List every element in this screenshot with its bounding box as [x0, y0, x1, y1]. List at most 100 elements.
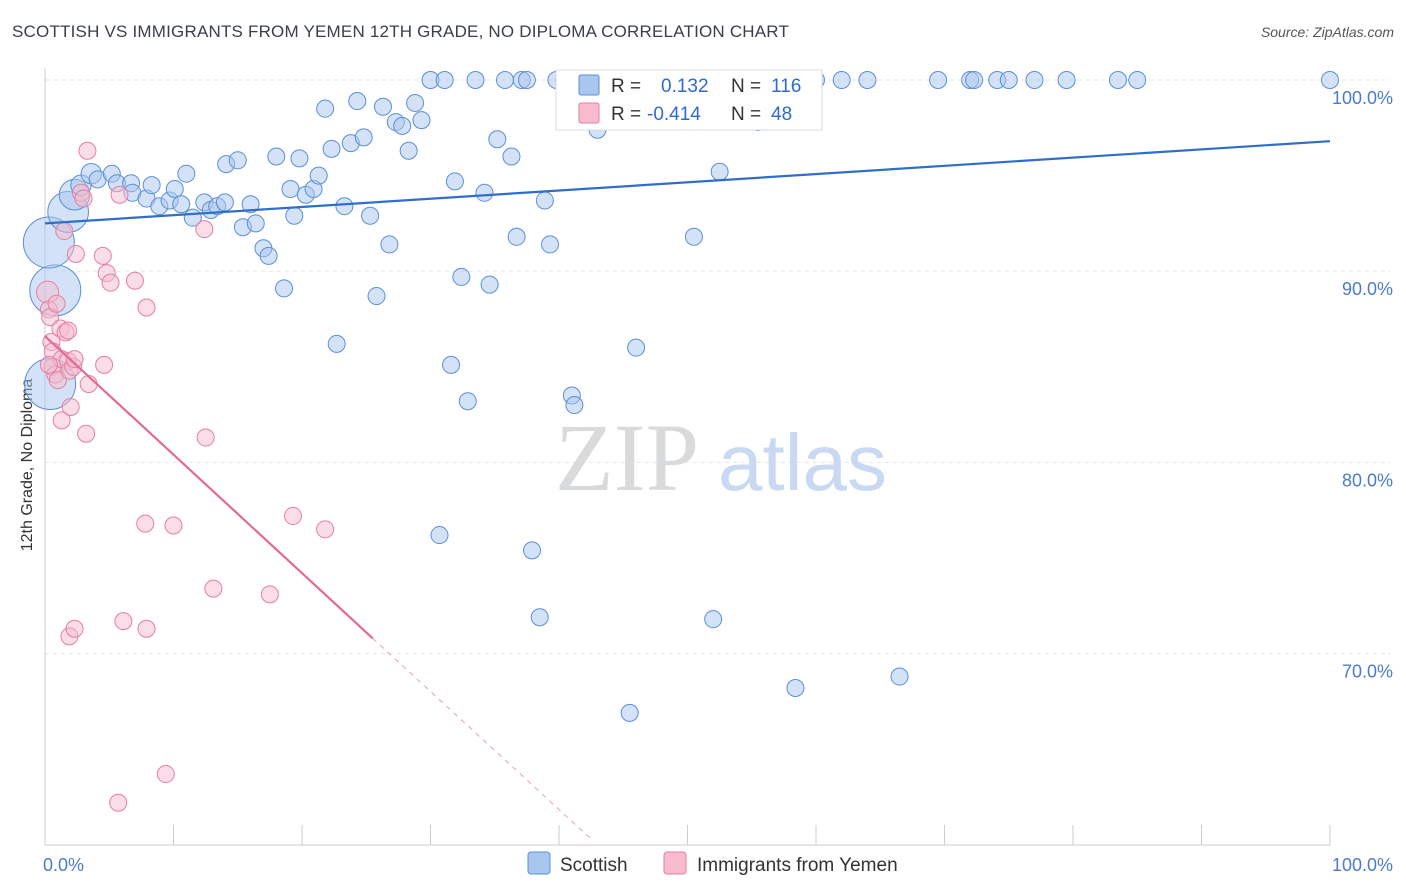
yemen-point	[66, 244, 85, 263]
watermark-zip: ZIP	[555, 404, 699, 511]
yemen-point	[79, 375, 98, 394]
legend-label-yemen: Immigrants from Yemen	[697, 855, 898, 876]
yemen-point	[77, 424, 96, 443]
legend-r-value-yemen: -0.414	[647, 104, 701, 125]
scottish-point	[267, 147, 286, 166]
yemen-point	[195, 220, 214, 239]
chart-title: SCOTTISH VS IMMIGRANTS FROM YEMEN 12TH G…	[12, 22, 790, 41]
yemen-point	[93, 246, 112, 265]
scottish-point	[327, 334, 346, 353]
scottish-point	[452, 267, 471, 286]
scottish-point	[1128, 71, 1147, 89]
legend-n-value-yemen: 48	[771, 104, 792, 125]
trend-line-yemen-extension	[372, 637, 592, 840]
yemen-point	[114, 612, 133, 631]
scottish-point	[480, 275, 499, 294]
tick-labels: 70.0% 80.0% 90.0% 100.0% 0.0% 100.0%	[43, 88, 1393, 875]
scottish-point	[348, 92, 367, 111]
scottish-point	[858, 71, 877, 89]
scottish-point	[142, 176, 161, 195]
yemen-point	[109, 793, 128, 812]
scottish-point	[530, 608, 549, 627]
scottish-point	[290, 149, 309, 168]
yemen-point	[74, 189, 93, 208]
scottish-point	[165, 179, 184, 198]
yemen-point	[284, 506, 303, 525]
scottish-point	[704, 610, 723, 629]
scottish-point	[684, 227, 703, 246]
scottish-point	[496, 71, 515, 89]
source-credit: Source: ZipAtlas.com	[1260, 24, 1394, 40]
yemen-point	[260, 585, 279, 604]
scottish-point	[246, 214, 265, 233]
scottish-point	[335, 197, 354, 216]
yemen-point	[137, 619, 156, 638]
scottish-point	[430, 526, 449, 545]
series-scottish	[22, 71, 1339, 722]
scottish-point	[361, 206, 380, 225]
legend-swatch-yemen	[663, 851, 687, 875]
yemen-point	[125, 271, 144, 290]
scottish-point	[442, 355, 461, 374]
yemen-point	[61, 397, 80, 416]
stats-legend: R = 0.132 N = 116 R = -0.414 N = 48	[555, 69, 823, 131]
scottish-point	[215, 193, 234, 212]
stats-legend-box	[555, 69, 823, 131]
y-tick-label: 70.0%	[1342, 662, 1393, 682]
trend-line-yemen	[44, 335, 374, 640]
scottish-point	[565, 396, 584, 415]
x-tick-label: 0.0%	[43, 855, 84, 875]
yemen-point	[110, 185, 129, 204]
scottish-point	[406, 93, 425, 112]
scottish-point	[322, 139, 341, 158]
axes	[44, 68, 1331, 846]
legend-swatch-scottish	[527, 851, 551, 875]
scottish-point	[393, 116, 412, 135]
scottish-point	[1108, 71, 1127, 89]
yemen-point	[95, 355, 114, 374]
scottish-point	[172, 195, 191, 214]
scottish-point	[241, 195, 260, 214]
series-legend: Scottish Immigrants from Yemen	[527, 851, 898, 876]
scottish-point	[373, 97, 392, 116]
scottish-point	[367, 287, 386, 306]
scottish-point	[502, 147, 521, 166]
scottish-point	[929, 71, 948, 89]
scottish-point	[316, 99, 335, 118]
scottish-point	[380, 235, 399, 254]
yemen-point	[164, 516, 183, 535]
legend-n-label: N =	[731, 76, 761, 97]
scottish-point	[627, 338, 646, 357]
watermark-atlas: atlas	[718, 418, 887, 507]
trend-line-scottish	[44, 140, 1331, 225]
yemen-point	[39, 355, 58, 374]
legend-swatch-scottish	[578, 74, 600, 96]
scottish-point	[475, 183, 494, 202]
legend-r-label: R =	[611, 76, 641, 97]
gridlines	[45, 79, 1390, 655]
y-tick-label: 90.0%	[1342, 279, 1393, 299]
scottish-point	[309, 166, 328, 185]
yemen-point	[316, 520, 335, 539]
yemen-point	[204, 579, 223, 598]
scottish-point	[999, 71, 1018, 89]
scottish-point	[541, 235, 560, 254]
yemen-point	[156, 765, 175, 784]
scottish-point	[259, 246, 278, 265]
scottish-point	[620, 703, 639, 722]
yemen-point	[55, 222, 74, 241]
legend-r-value-scottish: 0.132	[661, 76, 709, 97]
yemen-point	[65, 350, 84, 369]
scottish-point	[399, 141, 418, 160]
scottish-point	[1321, 71, 1339, 89]
yemen-point	[101, 273, 120, 292]
scottish-point	[466, 71, 485, 89]
scottish-point	[412, 111, 431, 130]
yemen-point	[137, 298, 156, 317]
yemen-point	[48, 371, 67, 390]
scottish-point	[228, 151, 247, 170]
scottish-point	[445, 172, 464, 191]
scottish-point	[275, 279, 294, 298]
yemen-point	[136, 514, 155, 533]
